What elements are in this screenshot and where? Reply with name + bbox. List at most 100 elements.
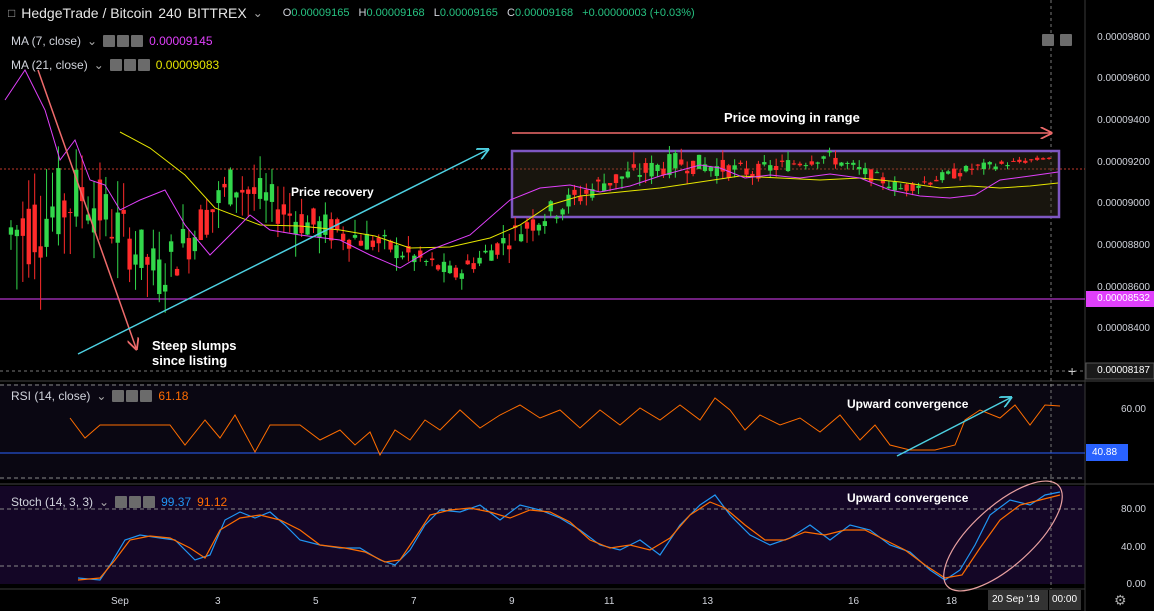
candle-body (340, 233, 346, 241)
candle-body (714, 166, 720, 176)
rsi-convergence-annotation[interactable]: Upward convergence (847, 397, 969, 411)
candle-body (827, 150, 832, 153)
candle-body (91, 208, 97, 233)
eye-icon[interactable] (112, 390, 125, 402)
slump-arrow[interactable] (37, 69, 136, 348)
rsi-convergence-arrow[interactable] (896, 398, 1010, 457)
price-tick: 0.00009800 (1097, 32, 1150, 43)
exchange[interactable]: BITTREX (187, 5, 247, 21)
candle-body (910, 183, 915, 191)
range-box[interactable] (510, 149, 1061, 219)
candle-body (204, 209, 209, 235)
candle-body (1011, 160, 1016, 162)
candle-body (596, 179, 601, 182)
time-tick: 5 (313, 596, 319, 607)
time-tick: 18 (946, 596, 958, 607)
rsi-pane-bg (0, 384, 1085, 480)
maximize-icon[interactable] (1060, 34, 1072, 46)
candle-body (744, 168, 749, 175)
gear-icon[interactable] (123, 59, 136, 71)
recovery-annotation[interactable]: Price recovery (291, 185, 374, 199)
candle-body (607, 182, 613, 186)
candle-body (874, 172, 880, 174)
interval[interactable]: 240 (158, 5, 182, 21)
candle-body (50, 206, 55, 218)
price-tick: 0.00008800 (1097, 240, 1150, 251)
candle-body (8, 227, 14, 235)
candle-body (145, 256, 150, 265)
chevron-down-icon[interactable]: ⌄ (93, 58, 104, 72)
candle-body (216, 190, 221, 204)
close-icon[interactable] (137, 59, 150, 71)
gear-icon[interactable] (126, 390, 139, 402)
time-tick: 3 (215, 596, 221, 607)
candle-body (999, 161, 1004, 164)
candle-body (501, 238, 506, 244)
chevron-down-icon[interactable]: ⌄ (87, 34, 98, 48)
price-change: +0.00000003 (+0.03%) (582, 7, 695, 19)
candle-body (85, 214, 91, 221)
candle-body (358, 240, 364, 246)
candle-body (708, 166, 714, 172)
candle-body (530, 219, 536, 231)
close-icon[interactable] (140, 390, 153, 402)
gear-icon[interactable] (129, 496, 142, 508)
eye-icon[interactable] (103, 35, 116, 47)
candle-body (74, 169, 79, 217)
stoch-convergence-annotation[interactable]: Upward convergence (847, 491, 969, 505)
candle-body (311, 208, 316, 225)
support-price-pill-bg (1086, 291, 1154, 307)
candle-body (1035, 157, 1040, 160)
candle-body (524, 222, 530, 229)
time-tick: 13 (702, 596, 714, 607)
candle-body (477, 257, 482, 264)
plus-icon[interactable]: + (1068, 363, 1077, 379)
candle-body (940, 172, 945, 181)
chevron-down-icon[interactable]: ⌄ (99, 495, 110, 509)
collapse-icon[interactable] (1042, 34, 1054, 46)
ma21-controls (109, 59, 150, 71)
chevron-down-icon[interactable]: ⌄ (252, 6, 263, 20)
candle-body (394, 245, 399, 259)
candle-body (957, 173, 963, 177)
candle-body (590, 189, 595, 198)
rsi-marker: 40.88 (1092, 447, 1118, 458)
range-annotation[interactable]: Price moving in range (724, 110, 860, 125)
stoch-legend[interactable]: Stoch (14, 3, 3) ⌄ 99.37 91.12 (11, 495, 227, 509)
candle-body (566, 194, 571, 207)
candle-body (821, 156, 826, 159)
symbol-name[interactable]: HedgeTrade / Bitcoin (21, 5, 153, 21)
stoch-ellipse[interactable] (927, 464, 1079, 609)
candle-body (370, 240, 375, 247)
candle-body (198, 209, 203, 241)
price-tick: 0.00008600 (1097, 282, 1150, 293)
candle-body (441, 261, 447, 273)
slump-annotation[interactable]: Steep slumps since listing (152, 338, 237, 368)
eye-icon[interactable] (109, 59, 122, 71)
candle-body (127, 238, 132, 270)
chevron-down-icon[interactable]: ⌄ (96, 389, 107, 403)
ma7-legend[interactable]: MA (7, close) ⌄ 0.00009145 (11, 34, 213, 48)
candle-body (210, 209, 215, 213)
recovery-arrow[interactable] (77, 150, 487, 355)
rsi-tick: 60.00 (1120, 404, 1146, 415)
eye-icon[interactable] (115, 496, 128, 508)
candle-body (946, 171, 951, 174)
candle-body (263, 192, 269, 201)
menu-icon[interactable]: □ (8, 6, 16, 20)
candle-body (465, 260, 470, 265)
candle-body (643, 163, 648, 173)
candle-body (750, 173, 755, 177)
rsi-legend[interactable]: RSI (14, close) ⌄ 61.18 (11, 389, 188, 403)
close-icon[interactable] (143, 496, 156, 508)
gear-icon[interactable] (117, 35, 130, 47)
candle-body (68, 212, 73, 214)
price-tick: 0.00009600 (1097, 73, 1150, 84)
candle-body (839, 162, 844, 166)
candle-body (329, 219, 334, 241)
candle-body (228, 169, 233, 205)
close-icon[interactable] (131, 35, 144, 47)
ma21-legend[interactable]: MA (21, close) ⌄ 0.00009083 (11, 58, 219, 72)
settings-gear-icon[interactable]: ⚙ (1114, 592, 1127, 608)
candle-body (20, 218, 25, 236)
